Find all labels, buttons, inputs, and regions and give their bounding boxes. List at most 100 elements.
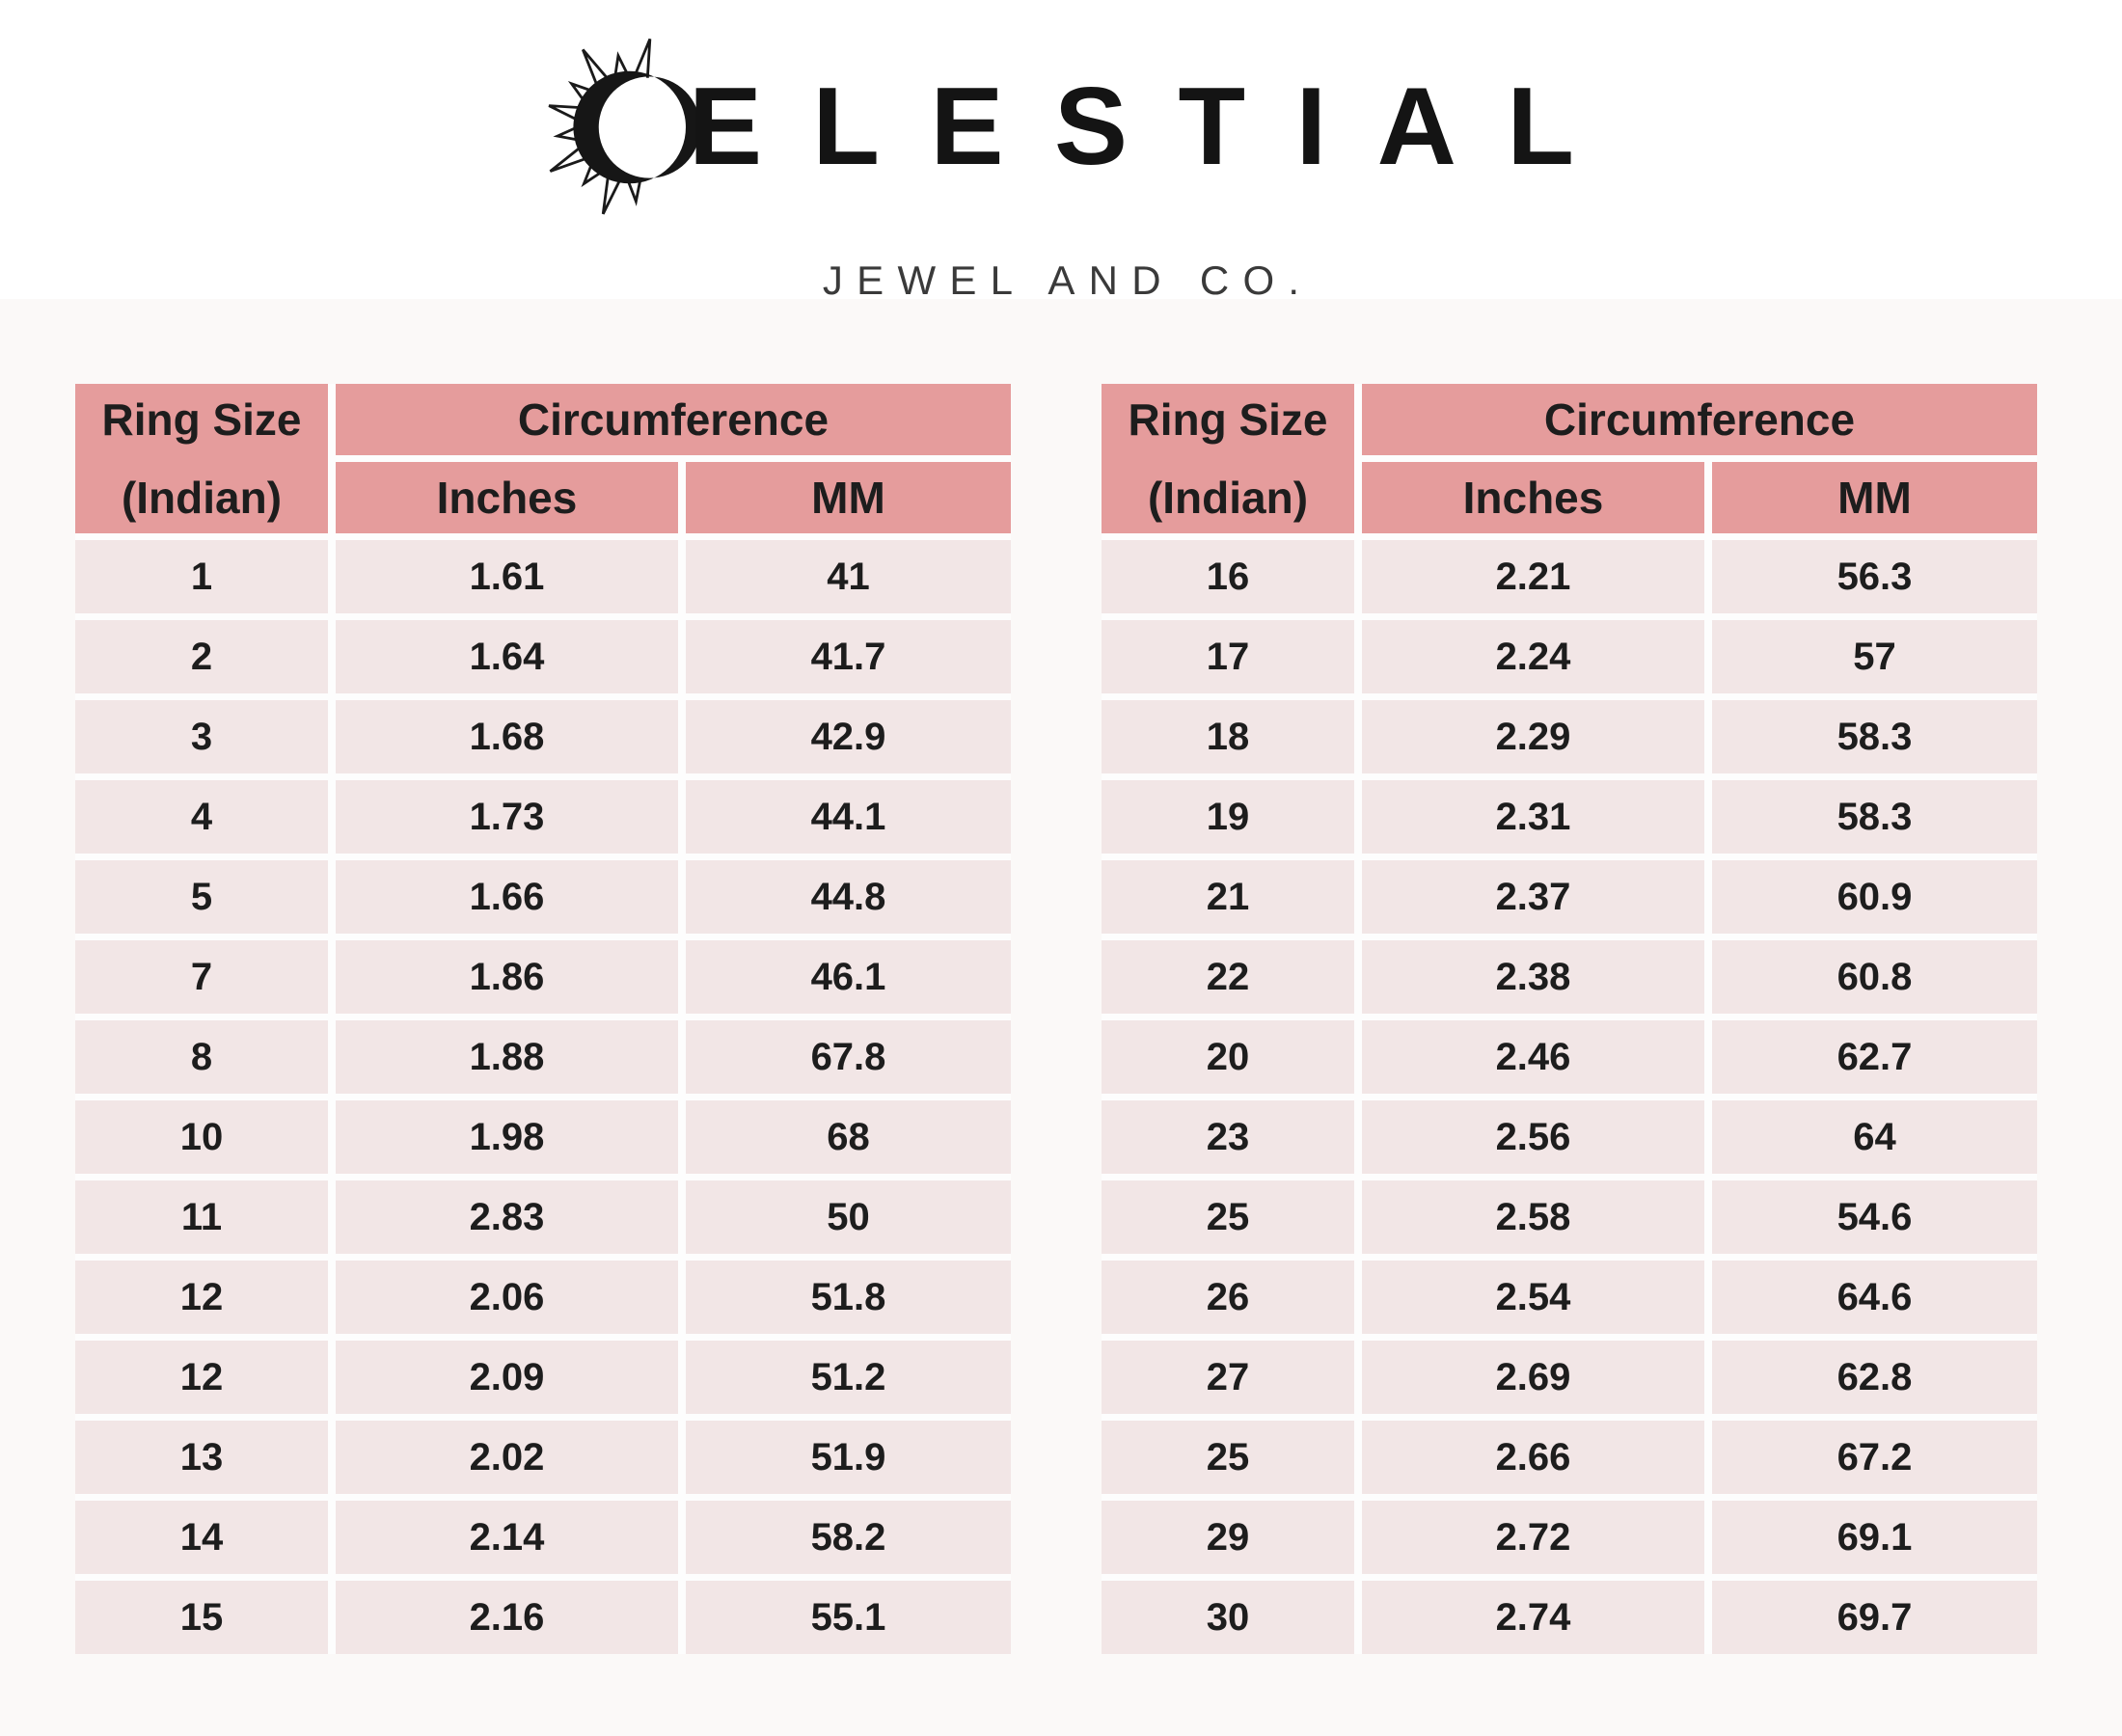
ring-size-value: 19 — [1102, 780, 1354, 854]
inches-value: 1.64 — [336, 620, 678, 693]
brand-wordmark-row: ELESTIAL — [548, 27, 1574, 228]
header-inches: Inches — [336, 462, 678, 533]
inches-value: 2.38 — [1362, 940, 1704, 1014]
inches-value: 2.31 — [1362, 780, 1704, 854]
mm-value: 68 — [686, 1100, 1011, 1174]
mm-value: 51.9 — [686, 1421, 1011, 1494]
header-ring-size: Ring Size (Indian) — [75, 384, 328, 533]
mm-value: 58.3 — [1712, 700, 2037, 773]
mm-value: 69.7 — [1712, 1581, 2037, 1654]
inches-value: 2.06 — [336, 1261, 678, 1334]
ring-size-value: 22 — [1102, 940, 1354, 1014]
inches-value: 2.37 — [1362, 860, 1704, 934]
brand-tagline: JEWEL AND CO. — [822, 258, 1314, 303]
inches-value: 2.21 — [1362, 540, 1704, 613]
mm-value: 69.1 — [1712, 1501, 2037, 1574]
inches-value: 2.54 — [1362, 1261, 1704, 1334]
mm-value: 67.2 — [1712, 1421, 2037, 1494]
inches-value: 1.86 — [336, 940, 678, 1014]
ring-size-value: 13 — [75, 1421, 328, 1494]
inches-value: 1.98 — [336, 1100, 678, 1174]
inches-value: 2.09 — [336, 1341, 678, 1414]
mm-value: 60.8 — [1712, 940, 2037, 1014]
ring-size-value: 10 — [75, 1100, 328, 1174]
mm-value: 51.2 — [686, 1341, 1011, 1414]
mm-value: 67.8 — [686, 1020, 1011, 1094]
ring-size-value: 20 — [1102, 1020, 1354, 1094]
inches-value: 1.66 — [336, 860, 678, 934]
inches-value: 2.83 — [336, 1180, 678, 1254]
inches-value: 2.16 — [336, 1581, 678, 1654]
ring-size-value: 15 — [75, 1581, 328, 1654]
mm-value: 60.9 — [1712, 860, 2037, 934]
ring-size-table-right: Ring Size (Indian) Circumference Inches … — [1102, 384, 2037, 1654]
ring-size-value: 8 — [75, 1020, 328, 1094]
ring-size-tables: Ring Size (Indian) Circumference Inches … — [75, 384, 2037, 1654]
mm-value: 58.3 — [1712, 780, 2037, 854]
sun-crescent-icon — [548, 38, 700, 215]
ring-size-value: 12 — [75, 1261, 328, 1334]
brand-logo: ELESTIAL JEWEL AND CO. — [0, 27, 2122, 301]
mm-value: 44.1 — [686, 780, 1011, 854]
ring-size-value: 4 — [75, 780, 328, 854]
ring-size-value: 26 — [1102, 1261, 1354, 1334]
ring-size-value: 3 — [75, 700, 328, 773]
mm-value: 41.7 — [686, 620, 1011, 693]
mm-value: 54.6 — [1712, 1180, 2037, 1254]
mm-value: 64.6 — [1712, 1261, 2037, 1334]
header-ring-size-line1: Ring Size — [1128, 394, 1328, 445]
mm-value: 62.7 — [1712, 1020, 2037, 1094]
inches-value: 2.46 — [1362, 1020, 1704, 1094]
inches-value: 1.61 — [336, 540, 678, 613]
inches-value: 2.29 — [1362, 700, 1704, 773]
inches-value: 2.02 — [336, 1421, 678, 1494]
inches-value: 1.73 — [336, 780, 678, 854]
mm-value: 41 — [686, 540, 1011, 613]
inches-value: 1.68 — [336, 700, 678, 773]
ring-size-value: 21 — [1102, 860, 1354, 934]
header-circumference: Circumference — [336, 384, 1011, 455]
header-mm: MM — [1712, 462, 2037, 533]
header-circumference: Circumference — [1362, 384, 2037, 455]
inches-value: 2.72 — [1362, 1501, 1704, 1574]
mm-value: 64 — [1712, 1100, 2037, 1174]
ring-size-value: 25 — [1102, 1180, 1354, 1254]
ring-size-value: 16 — [1102, 540, 1354, 613]
mm-value: 58.2 — [686, 1501, 1011, 1574]
mm-value: 57 — [1712, 620, 2037, 693]
mm-value: 62.8 — [1712, 1341, 2037, 1414]
inches-value: 1.88 — [336, 1020, 678, 1094]
mm-value: 46.1 — [686, 940, 1011, 1014]
mm-value: 51.8 — [686, 1261, 1011, 1334]
ring-size-value: 11 — [75, 1180, 328, 1254]
ring-size-value: 25 — [1102, 1421, 1354, 1494]
ring-size-value: 14 — [75, 1501, 328, 1574]
brand-wordmark-text: ELESTIAL — [688, 66, 1625, 188]
mm-value: 55.1 — [686, 1581, 1011, 1654]
mm-value: 44.8 — [686, 860, 1011, 934]
header-inches: Inches — [1362, 462, 1704, 533]
header-ring-size: Ring Size (Indian) — [1102, 384, 1354, 533]
ring-size-value: 29 — [1102, 1501, 1354, 1574]
ring-size-value: 27 — [1102, 1341, 1354, 1414]
ring-size-value: 18 — [1102, 700, 1354, 773]
inches-value: 2.58 — [1362, 1180, 1704, 1254]
ring-size-value: 7 — [75, 940, 328, 1014]
inches-value: 2.14 — [336, 1501, 678, 1574]
header-mm: MM — [686, 462, 1011, 533]
ring-size-value: 1 — [75, 540, 328, 613]
inches-value: 2.69 — [1362, 1341, 1704, 1414]
inches-value: 2.56 — [1362, 1100, 1704, 1174]
ring-size-value: 5 — [75, 860, 328, 934]
inches-value: 2.24 — [1362, 620, 1704, 693]
mm-value: 56.3 — [1712, 540, 2037, 613]
inches-value: 2.66 — [1362, 1421, 1704, 1494]
ring-size-value: 12 — [75, 1341, 328, 1414]
ring-size-value: 23 — [1102, 1100, 1354, 1174]
ring-size-table-left: Ring Size (Indian) Circumference Inches … — [75, 384, 1011, 1654]
header-ring-size-line1: Ring Size — [101, 394, 302, 445]
header-ring-size-line2: (Indian) — [1147, 473, 1309, 523]
ring-size-value: 2 — [75, 620, 328, 693]
mm-value: 42.9 — [686, 700, 1011, 773]
